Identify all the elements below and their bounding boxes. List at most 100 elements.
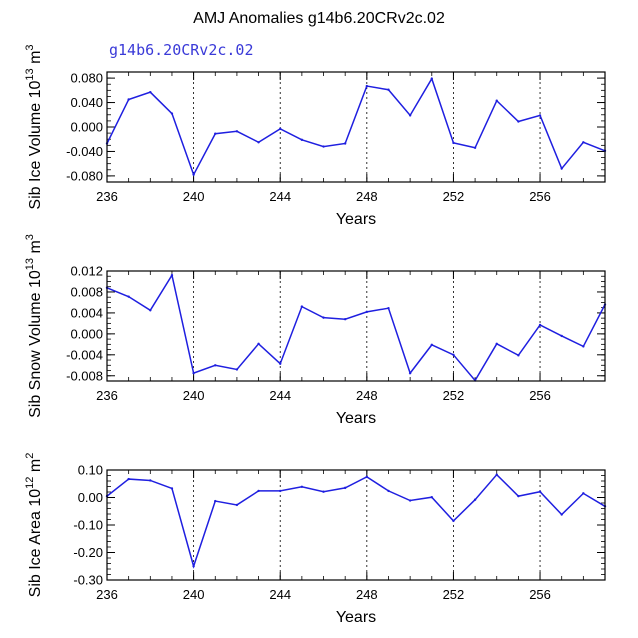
panel-2: -0.008 -0.004 0.000 0.004 0.008 0.012 236 240 24… (24, 234, 607, 427)
data-point (495, 473, 498, 476)
data-point (473, 146, 477, 149)
data-point (192, 173, 195, 176)
y-tick-label: -0.004 (66, 347, 103, 362)
plot-frame (106, 71, 606, 183)
data-point (538, 114, 542, 117)
x-axis-label: Years (336, 211, 376, 228)
data-point (387, 88, 390, 91)
data-point (582, 492, 585, 495)
data-point (322, 145, 325, 148)
x-tick-label: 252 (443, 587, 465, 602)
x-tick-label: 256 (529, 587, 551, 602)
data-point (214, 364, 217, 367)
data-point (214, 499, 217, 503)
x-axis-label: Years (336, 410, 376, 427)
data-point (365, 310, 369, 314)
data-point (365, 84, 369, 88)
data-point (343, 486, 347, 490)
y-tick-label: 0.10 (78, 463, 103, 478)
data-point (149, 479, 152, 482)
data-point (279, 362, 282, 365)
data-point (452, 353, 455, 357)
data-point (279, 489, 282, 493)
y-axis-label: Sib Ice Area 1012 m2 (24, 453, 44, 598)
x-tick-label: 252 (443, 388, 465, 403)
data-point (127, 295, 130, 298)
x-tick-label: 256 (529, 388, 551, 403)
data-point (560, 167, 563, 170)
data-point (452, 519, 455, 523)
data-point (538, 323, 542, 327)
x-tick-label: 248 (356, 587, 378, 602)
data-point (408, 371, 412, 375)
data-point (495, 342, 498, 346)
data-point (149, 309, 152, 312)
x-tick-label: 236 (96, 587, 118, 602)
y-axis-label: Sib Ice Volume 1013 m3 (24, 44, 44, 209)
data-point (257, 141, 260, 144)
data-point (473, 498, 477, 501)
plot-frame (106, 469, 606, 581)
y-axis-label: Sib Snow Volume 1013 m3 (24, 234, 44, 418)
data-point (257, 342, 260, 346)
data-point (235, 503, 239, 507)
data-point (343, 317, 347, 321)
y-tick-label: -0.30 (73, 573, 103, 588)
data-point (192, 371, 195, 375)
case-label: g14b6.20CRv2c.02 (109, 41, 254, 59)
data-point (452, 141, 455, 145)
data-point (192, 565, 195, 568)
x-tick-label: 240 (183, 587, 205, 602)
y-tick-label: -0.20 (73, 545, 103, 560)
data-point (149, 90, 152, 94)
data-point (517, 354, 520, 357)
data-series-line (106, 273, 606, 382)
y-tick-label: 0.012 (70, 264, 103, 279)
data-point (127, 477, 130, 481)
data-point (430, 496, 433, 499)
data-point (582, 345, 585, 348)
y-tick-label: 0.000 (70, 120, 103, 135)
data-point (495, 99, 498, 102)
data-point (322, 316, 325, 319)
y-tick-label: 0.000 (70, 326, 103, 341)
data-point (127, 98, 130, 101)
y-tick-label: -0.080 (66, 168, 103, 183)
data-point (517, 120, 520, 123)
x-tick-label: 240 (183, 189, 205, 204)
data-point (257, 489, 260, 493)
data-point (300, 485, 304, 488)
data-point (170, 487, 174, 490)
panel-1: -0.080 -0.040 0.000 0.040 0.080 236 240 244 248 2… (24, 44, 607, 228)
data-series-line (106, 473, 606, 569)
data-series-line (106, 76, 606, 177)
data-point (582, 141, 585, 144)
data-point (300, 305, 304, 308)
y-tick-label: 0.008 (70, 284, 103, 299)
x-tick-label: 248 (356, 189, 378, 204)
data-point (387, 489, 390, 493)
data-point (408, 114, 412, 117)
data-point (517, 494, 520, 498)
x-axis-label: Years (336, 609, 376, 626)
data-point (365, 475, 369, 479)
x-tick-label: 252 (443, 189, 465, 204)
y-tick-label: 0.004 (70, 305, 103, 320)
plot-frame (106, 270, 606, 382)
data-point (538, 490, 542, 493)
x-tick-label: 244 (269, 587, 291, 602)
data-point (279, 127, 282, 131)
data-point (560, 513, 563, 516)
figure-title: AMJ Anomalies g14b6.20CRv2c.02 (193, 10, 445, 27)
data-point (170, 273, 174, 277)
data-point (430, 77, 433, 80)
x-tick-label: 256 (529, 189, 551, 204)
data-point (235, 130, 239, 133)
y-tick-label: 0.00 (78, 490, 103, 505)
data-point (170, 112, 174, 115)
x-tick-label: 240 (183, 388, 205, 403)
data-point (300, 138, 304, 142)
y-tick-label: -0.040 (66, 144, 103, 159)
x-tick-label: 244 (269, 189, 291, 204)
